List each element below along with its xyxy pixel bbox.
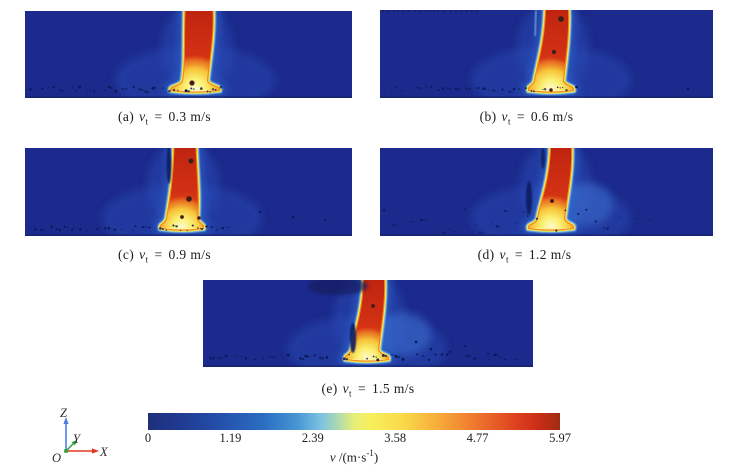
caption-index: (e) <box>321 381 338 396</box>
caption-value: 0.3 m/s <box>168 109 212 124</box>
colorbar-unit-label: v /(m·s-1) <box>148 448 560 465</box>
colorbar-tick: 2.39 <box>301 431 324 445</box>
unit-variable: v <box>329 449 336 465</box>
contour-panel-b <box>380 10 713 98</box>
caption-index: (c) <box>117 247 135 262</box>
contour-plot-a <box>25 11 352 98</box>
panel-caption-b: (b) vt = 0.6 m/s <box>360 109 693 127</box>
contour-plot-c <box>25 148 352 236</box>
origin-label: O <box>52 451 61 465</box>
colorbar-gradient <box>148 413 560 430</box>
caption-subscript: t <box>505 254 509 265</box>
unit-exponent: -1 <box>366 448 374 458</box>
caption-value: 1.5 m/s <box>371 381 415 396</box>
caption-equals: = <box>154 109 163 124</box>
contour-panel-e <box>203 280 533 367</box>
caption-equals: = <box>516 109 525 124</box>
caption-variable: v <box>139 109 146 124</box>
panel-caption-a: (a) vt = 0.3 m/s <box>1 109 328 127</box>
z-axis-arrowhead <box>63 417 69 424</box>
origin-marker <box>64 449 68 453</box>
caption-value: 0.6 m/s <box>530 109 574 124</box>
caption-value: 1.2 m/s <box>528 247 572 262</box>
caption-variable: v <box>139 247 146 262</box>
contour-plot-e <box>203 280 533 367</box>
colorbar-ticks: 0 1.19 2.39 3.58 4.77 5.97 <box>144 431 571 447</box>
colorbar-tick: 5.97 <box>549 431 571 445</box>
caption-variable: v <box>342 381 350 396</box>
contour-panel-d <box>380 148 713 236</box>
contour-plot-b <box>380 10 713 98</box>
caption-subscript: t <box>145 116 149 127</box>
colorbar-tick: 0 <box>144 431 152 445</box>
caption-variable: v <box>501 109 508 124</box>
colorbar-tick: 4.77 <box>466 431 489 445</box>
caption-variable: v <box>499 247 506 262</box>
y-axis-arrowhead <box>71 440 77 446</box>
caption-subscript: t <box>145 254 149 265</box>
contour-panel-c <box>25 148 352 236</box>
colorbar-tick: 1.19 <box>219 431 242 445</box>
contour-plot-d <box>380 148 713 236</box>
y-axis-label: Y <box>73 432 82 446</box>
caption-equals: = <box>154 247 163 262</box>
caption-value: 0.9 m/s <box>168 247 212 262</box>
caption-index: (d) <box>477 247 495 262</box>
caption-subscript: t <box>349 388 352 399</box>
caption-equals: = <box>514 247 523 262</box>
x-axis-label: X <box>99 445 109 459</box>
colorbar-tick: 3.58 <box>384 431 407 445</box>
z-axis-label: Z <box>60 406 68 420</box>
unit-close: ) <box>373 449 379 465</box>
caption-subscript: t <box>507 116 511 127</box>
panel-caption-c: (c) vt = 0.9 m/s <box>1 247 328 265</box>
panel-caption-d: (d) vt = 1.2 m/s <box>358 247 691 265</box>
panel-caption-e: (e) vt = 1.5 m/s <box>203 381 533 399</box>
coordinate-triad: Z Y X O <box>52 406 109 465</box>
caption-equals: = <box>357 381 366 396</box>
caption-index: (b) <box>479 109 497 124</box>
contour-panel-a <box>25 11 352 98</box>
caption-index: (a) <box>117 109 135 124</box>
unit-text: /(m·s <box>335 449 367 465</box>
x-axis-arrowhead <box>92 448 99 454</box>
